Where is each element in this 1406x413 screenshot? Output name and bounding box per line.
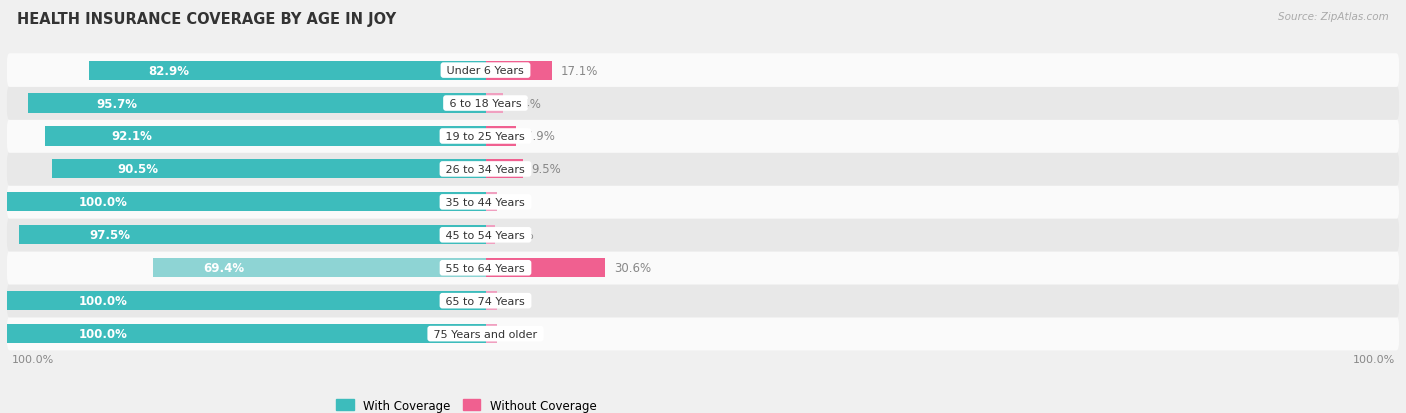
Text: 19 to 25 Years: 19 to 25 Years — [443, 132, 529, 142]
Bar — [485, 160, 523, 179]
Text: 0.0%: 0.0% — [495, 328, 524, 340]
Text: 2.5%: 2.5% — [503, 229, 534, 242]
FancyBboxPatch shape — [7, 153, 1399, 186]
FancyBboxPatch shape — [7, 120, 1399, 153]
Bar — [7, 324, 485, 343]
Bar — [45, 127, 485, 146]
Text: 82.9%: 82.9% — [149, 64, 190, 77]
Text: HEALTH INSURANCE COVERAGE BY AGE IN JOY: HEALTH INSURANCE COVERAGE BY AGE IN JOY — [17, 12, 396, 27]
Text: 17.1%: 17.1% — [561, 64, 599, 77]
Text: 100.0%: 100.0% — [1353, 354, 1395, 364]
Bar — [153, 259, 485, 278]
Text: 100.0%: 100.0% — [11, 354, 53, 364]
Text: 4.4%: 4.4% — [512, 97, 541, 110]
Text: 45 to 54 Years: 45 to 54 Years — [443, 230, 529, 240]
Text: 90.5%: 90.5% — [118, 163, 159, 176]
FancyBboxPatch shape — [7, 54, 1399, 88]
Text: 100.0%: 100.0% — [79, 196, 128, 209]
Bar — [485, 127, 516, 146]
Bar — [7, 292, 485, 311]
Text: 0.0%: 0.0% — [495, 294, 524, 307]
FancyBboxPatch shape — [7, 284, 1399, 318]
Text: 95.7%: 95.7% — [96, 97, 138, 110]
Text: 100.0%: 100.0% — [79, 294, 128, 307]
Text: 9.5%: 9.5% — [531, 163, 561, 176]
Text: Source: ZipAtlas.com: Source: ZipAtlas.com — [1278, 12, 1389, 22]
Text: 97.5%: 97.5% — [89, 229, 129, 242]
Bar — [28, 94, 485, 113]
FancyBboxPatch shape — [7, 185, 1399, 219]
Bar — [485, 292, 498, 311]
Bar — [89, 62, 485, 81]
Bar — [20, 225, 485, 245]
Text: 92.1%: 92.1% — [111, 130, 152, 143]
Text: 100.0%: 100.0% — [79, 328, 128, 340]
Text: 65 to 74 Years: 65 to 74 Years — [443, 296, 529, 306]
Bar — [485, 193, 498, 212]
Bar — [485, 324, 498, 343]
Bar — [485, 225, 495, 245]
Bar — [7, 193, 485, 212]
Text: 69.4%: 69.4% — [204, 261, 245, 275]
Text: 7.9%: 7.9% — [524, 130, 555, 143]
Text: 55 to 64 Years: 55 to 64 Years — [443, 263, 529, 273]
FancyBboxPatch shape — [7, 317, 1399, 351]
FancyBboxPatch shape — [7, 87, 1399, 121]
Legend: With Coverage, Without Coverage: With Coverage, Without Coverage — [332, 394, 602, 413]
Text: Under 6 Years: Under 6 Years — [443, 66, 527, 76]
Text: 6 to 18 Years: 6 to 18 Years — [446, 99, 524, 109]
Bar — [485, 259, 606, 278]
Text: 30.6%: 30.6% — [614, 261, 651, 275]
Text: 0.0%: 0.0% — [495, 196, 524, 209]
Text: 26 to 34 Years: 26 to 34 Years — [443, 164, 529, 175]
Text: 35 to 44 Years: 35 to 44 Years — [443, 197, 529, 207]
FancyBboxPatch shape — [7, 218, 1399, 252]
FancyBboxPatch shape — [7, 252, 1399, 285]
Text: 75 Years and older: 75 Years and older — [430, 329, 541, 339]
Bar — [485, 94, 503, 113]
Bar — [52, 160, 485, 179]
Bar — [485, 62, 553, 81]
